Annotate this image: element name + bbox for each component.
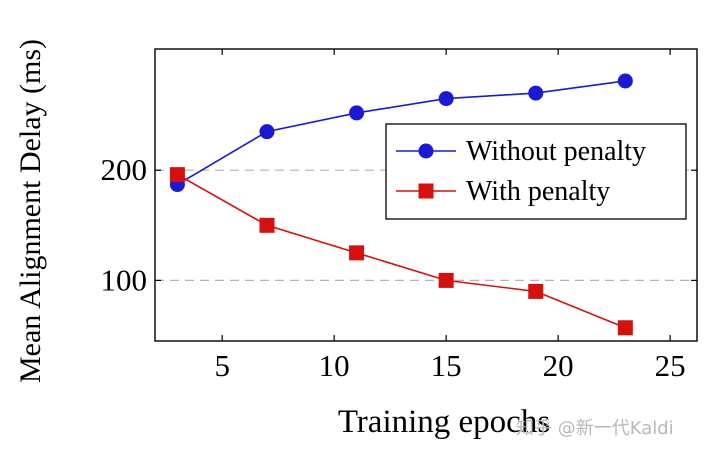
legend-marker [418, 183, 434, 199]
data-point [438, 91, 454, 107]
x-tick-label-25: 25 [655, 348, 686, 383]
x-axis-label: Training epochs [338, 404, 550, 440]
legend-marker [418, 143, 434, 159]
data-point [349, 245, 365, 261]
x-tick-label-20: 20 [543, 348, 574, 383]
series-layer [169, 73, 633, 336]
axis-ticks: 5 10 15 20 25 100 200 [101, 49, 697, 383]
series-line-1 [177, 173, 626, 329]
watermark-text: 知乎 @新一代Kaldi [516, 418, 674, 439]
y-tick-label-200: 200 [101, 152, 148, 187]
legend: Without penalty With penalty [385, 123, 687, 220]
x-tick-label-15: 15 [431, 348, 462, 383]
series-0 [169, 73, 633, 193]
legend-entry-0: Without penalty [396, 136, 646, 167]
series-1 [169, 167, 633, 336]
y-axis-label: Mean Alignment Delay (ms) [14, 39, 47, 383]
data-point [169, 167, 185, 183]
data-point [259, 124, 275, 140]
series-line-0 [176, 80, 626, 186]
data-point [438, 272, 454, 288]
data-point [617, 73, 633, 89]
data-point [617, 320, 633, 336]
x-tick-label-10: 10 [319, 348, 350, 383]
data-point [528, 283, 544, 299]
legend-box [385, 123, 687, 220]
legend-entry-1: With penalty [396, 176, 610, 207]
legend-label: With penalty [466, 176, 610, 207]
data-point [528, 85, 544, 101]
data-point [259, 217, 275, 233]
legend-label: Without penalty [466, 136, 646, 167]
y-tick-label-100: 100 [101, 262, 148, 297]
data-point [349, 105, 365, 121]
x-tick-label-5: 5 [214, 348, 230, 383]
plot-frame [154, 48, 698, 342]
